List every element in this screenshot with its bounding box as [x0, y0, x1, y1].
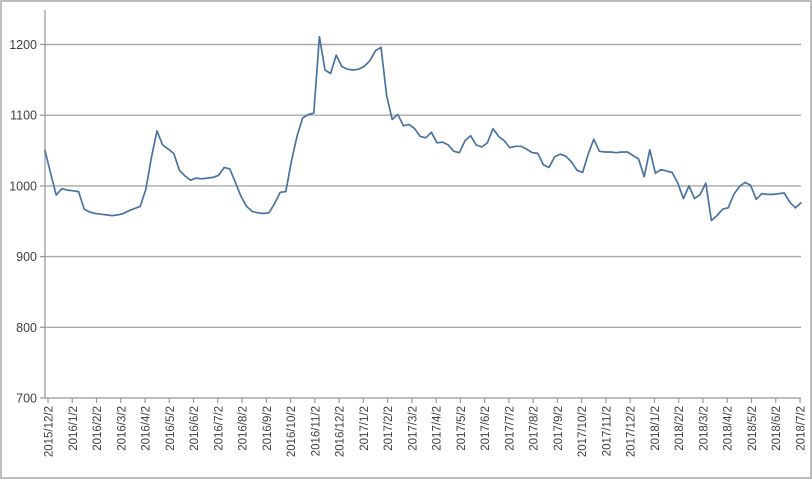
x-axis-label: 2017/3/2	[407, 406, 419, 451]
x-axis-label: 2018/3/2	[698, 406, 710, 451]
x-axis-label: 2017/5/2	[456, 406, 468, 451]
x-axis-label: 2016/9/2	[262, 406, 274, 451]
x-axis-label: 2018/2/2	[674, 406, 686, 451]
x-axis-label: 2017/8/2	[529, 406, 541, 451]
x-axis-label: 2017/12/2	[626, 406, 638, 457]
x-axis-label: 2016/7/2	[213, 406, 225, 451]
x-axis-label: 2016/6/2	[189, 406, 201, 451]
y-axis-label: 1000	[9, 179, 37, 193]
y-axis-label: 1200	[9, 38, 37, 52]
x-axis-label: 2017/7/2	[504, 406, 516, 451]
x-axis-label: 2018/1/2	[650, 406, 662, 451]
x-axis-label: 2016/5/2	[165, 406, 177, 451]
x-axis-label: 2016/11/2	[310, 406, 322, 456]
x-axis-label: 2017/4/2	[432, 406, 444, 451]
x-axis-label: 2018/7/2	[796, 406, 808, 451]
x-axis-label: 2016/3/2	[116, 406, 128, 451]
x-axis-label: 2018/6/2	[771, 406, 783, 451]
x-axis-label: 2016/12/2	[335, 406, 347, 457]
x-axis-label: 2017/2/2	[383, 406, 395, 451]
x-axis-label: 2018/4/2	[723, 406, 735, 451]
y-axis-label: 1100	[10, 109, 37, 123]
y-axis-label: 800	[16, 321, 37, 335]
y-axis-label: 900	[16, 250, 37, 264]
x-axis-label: 2016/10/2	[286, 406, 298, 457]
y-axis-label: 700	[16, 392, 37, 406]
x-axis-label: 2016/4/2	[141, 406, 153, 451]
x-axis-label: 2017/6/2	[480, 406, 492, 451]
x-axis-label: 2017/10/2	[577, 406, 589, 457]
x-axis-label: 2016/8/2	[238, 406, 250, 451]
x-axis-label: 2016/1/2	[68, 406, 80, 451]
x-axis-label: 2017/11/2	[601, 406, 613, 456]
x-axis-label: 2018/5/2	[747, 406, 759, 451]
x-axis-label: 2015/12/2	[44, 406, 56, 457]
x-axis-label: 2017/9/2	[553, 406, 565, 451]
x-axis-label: 2016/2/2	[92, 406, 104, 451]
x-axis-label: 2017/1/2	[359, 406, 371, 451]
price-series-line	[44, 35, 802, 222]
